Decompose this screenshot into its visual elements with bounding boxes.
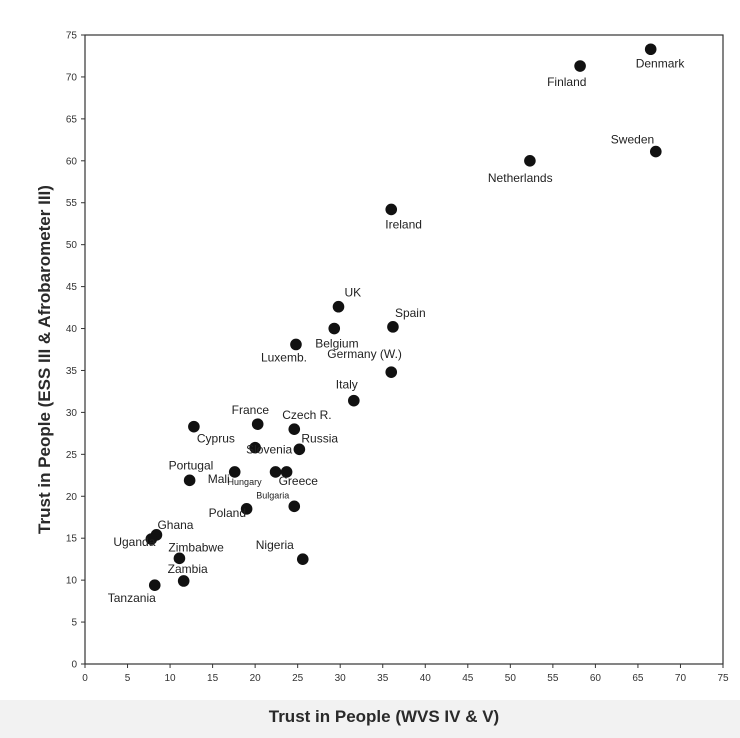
data-point — [296, 553, 309, 565]
point-label: Tanzania — [108, 591, 156, 605]
x-tick-label: 5 — [125, 673, 131, 684]
y-tick-label: 75 — [66, 31, 78, 42]
x-tick-label: 0 — [82, 673, 88, 684]
point-label: Belgium — [315, 337, 358, 351]
point-label: Luxemb. — [261, 350, 307, 364]
data-point — [290, 338, 302, 351]
point-label: Slovenia — [246, 443, 292, 457]
point-label: Hungary — [228, 477, 263, 487]
data-point — [177, 575, 190, 587]
y-tick-label: 30 — [66, 408, 78, 419]
y-tick-label: 0 — [71, 660, 77, 671]
bottom-band — [0, 700, 740, 738]
point-label: Sweden — [611, 133, 654, 147]
axis-ticks: 0 5 10 15 20 25 30 35 40 45 50 55 60 65 70 75 0 5 10 15 20 25… — [66, 31, 729, 685]
point-labels: Denmark Finland Sweden Netherlands Ireland UK… — [108, 56, 686, 605]
x-tick-label: 40 — [420, 673, 432, 684]
y-tick-label: 60 — [66, 156, 78, 167]
data-point — [385, 203, 398, 216]
y-tick-label: 65 — [66, 114, 78, 125]
point-label: Cyprus — [197, 432, 235, 446]
point-label: Bulgaria — [256, 490, 289, 500]
data-point — [387, 321, 399, 333]
x-tick-label: 10 — [165, 673, 177, 684]
point-label: Finland — [547, 75, 586, 89]
data-point — [173, 552, 186, 565]
point-label: Greece — [279, 474, 319, 488]
y-tick-label: 50 — [66, 240, 78, 251]
y-axis-title: Trust in People (ESS III & Afrobarometer… — [35, 185, 54, 534]
x-axis-title: Trust in People (WVS IV & V) — [269, 707, 499, 726]
data-point — [251, 418, 264, 430]
data-point — [148, 579, 161, 591]
point-label: Russia — [301, 431, 338, 445]
x-tick-label: 70 — [675, 673, 687, 684]
point-label: Italy — [336, 378, 358, 392]
y-tick-label: 35 — [66, 366, 78, 377]
x-tick-label: 30 — [335, 673, 347, 684]
point-label: Czech R. — [282, 408, 331, 422]
data-point — [574, 60, 586, 72]
data-point — [288, 500, 301, 513]
point-label: Ghana — [157, 518, 193, 532]
y-tick-label: 15 — [66, 534, 78, 545]
x-tick-label: 55 — [547, 673, 559, 684]
data-point — [385, 366, 398, 378]
data-point — [644, 43, 657, 56]
y-tick-label: 5 — [71, 618, 77, 629]
data-point — [288, 423, 301, 435]
point-label: Nigeria — [256, 538, 294, 552]
data-point — [183, 474, 196, 487]
point-label: France — [232, 403, 270, 417]
data-point — [293, 443, 306, 456]
plot-frame — [84, 34, 724, 665]
data-point — [249, 441, 261, 454]
x-tick-label: 25 — [292, 673, 304, 684]
x-tick-label: 20 — [250, 673, 262, 684]
point-label: Poland — [209, 506, 246, 520]
point-label: Ireland — [385, 217, 422, 231]
y-tick-label: 70 — [66, 72, 78, 83]
point-label: Zimbabwe — [168, 540, 224, 554]
point-label: Netherlands — [488, 171, 553, 185]
data-point — [280, 466, 293, 478]
point-label: Uganda — [113, 535, 155, 549]
data-point — [269, 466, 282, 478]
point-label: UK — [344, 286, 361, 300]
point-label: Portugal — [169, 458, 214, 472]
data-point — [332, 300, 345, 313]
y-tick-label: 20 — [66, 492, 78, 503]
point-label: Germany (W.) — [327, 347, 402, 361]
data-point — [228, 466, 241, 478]
x-tick-label: 35 — [377, 673, 389, 684]
data-point — [348, 394, 360, 407]
y-tick-label: 25 — [66, 450, 78, 461]
data-point — [649, 145, 662, 158]
x-tick-label: 75 — [717, 673, 729, 684]
data-point — [240, 503, 253, 515]
data-points — [145, 43, 662, 591]
y-tick-label: 55 — [66, 198, 78, 209]
x-tick-label: 45 — [462, 673, 474, 684]
x-tick-label: 60 — [590, 673, 602, 684]
point-label: Mali — [208, 472, 230, 486]
data-point — [328, 322, 341, 335]
data-point — [524, 155, 536, 167]
point-label: Zambia — [168, 562, 208, 576]
data-point — [145, 533, 158, 545]
point-label: Denmark — [636, 56, 686, 70]
x-tick-label: 15 — [207, 673, 219, 684]
y-tick-label: 10 — [66, 576, 78, 587]
x-tick-label: 65 — [632, 673, 644, 684]
y-tick-label: 40 — [66, 324, 78, 335]
y-tick-label: 45 — [66, 282, 78, 293]
point-label: Spain — [395, 306, 426, 320]
x-tick-label: 50 — [505, 673, 517, 684]
data-point — [188, 420, 200, 433]
